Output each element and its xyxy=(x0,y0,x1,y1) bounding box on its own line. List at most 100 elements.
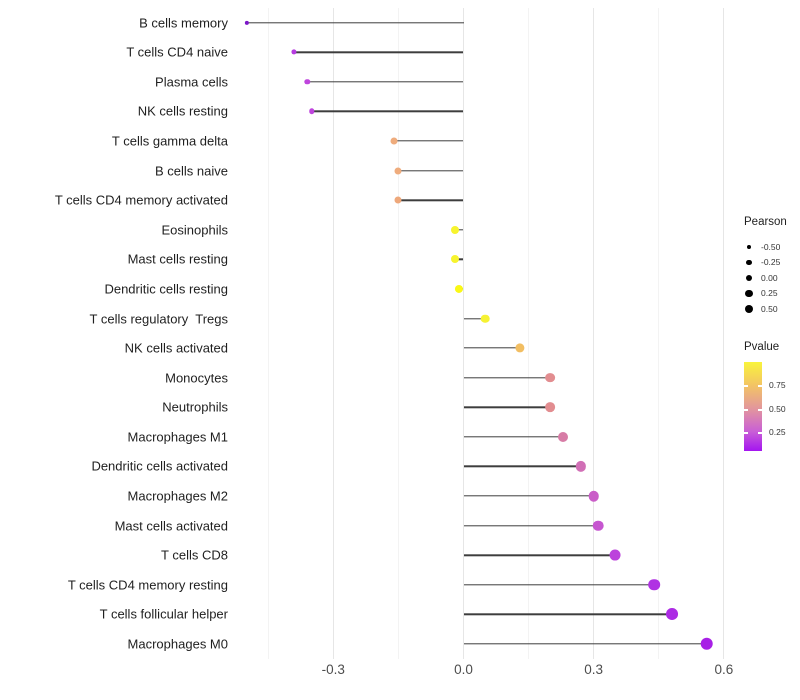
pearson-legend-item: -0.50 xyxy=(744,239,787,255)
category-label: Plasma cells xyxy=(155,74,228,90)
x-axis-tick-label: 0.0 xyxy=(454,662,473,677)
lollipop-stem xyxy=(463,554,616,556)
pearson-legend-title: Pearson xyxy=(744,216,787,228)
pearson-legend-label: -0.25 xyxy=(761,257,781,268)
category-label: Macrophages M2 xyxy=(127,488,228,504)
pearson-legend-label: 0.00 xyxy=(761,272,778,283)
pearson-legend-label: -0.50 xyxy=(761,241,781,252)
pearson-legend-dot xyxy=(744,289,754,297)
lollipop-dot xyxy=(515,343,525,353)
category-label: Macrophages M0 xyxy=(127,636,228,652)
pearson-legend-item: 0.00 xyxy=(744,270,787,286)
pvalue-color-legend: Pvalue 0.75 0.50 0.25 xyxy=(744,341,786,451)
pearson-size-legend: Pearson -0.50 -0.25 0.00 0.25 0.50 xyxy=(744,216,787,317)
lollipop-dot xyxy=(609,549,621,561)
pearson-legend-item: 0.25 xyxy=(744,286,787,302)
pvalue-tick-label: 0.75 xyxy=(769,380,786,390)
pvalue-legend-title: Pvalue xyxy=(744,341,780,353)
lollipop-dot xyxy=(308,108,315,115)
pearson-legend-dot xyxy=(744,244,754,249)
lollipop-stem xyxy=(463,524,599,527)
pvalue-gradient-wrap: 0.75 0.50 0.25 xyxy=(744,362,786,451)
x-axis-tick-label: 0.6 xyxy=(714,662,734,677)
lollipop-dot xyxy=(304,79,310,85)
pvalue-tick-label: 0.50 xyxy=(769,404,786,414)
category-label: T cells CD8 xyxy=(161,547,228,563)
category-label: Neutrophils xyxy=(162,399,228,415)
pvalue-tick-mark xyxy=(758,432,762,434)
pvalue-tick-mark xyxy=(744,409,748,411)
gridline-minor xyxy=(658,8,660,659)
gridline-minor xyxy=(397,8,399,659)
lollipop-dot xyxy=(390,137,398,145)
pearson-legend-items: -0.50 -0.25 0.00 0.25 0.50 xyxy=(744,239,787,317)
lollipop-stem xyxy=(463,406,551,408)
lollipop-dot xyxy=(244,20,249,25)
gridline-major xyxy=(723,8,725,659)
lollipop-dot xyxy=(700,637,713,651)
lollipop-stem xyxy=(246,21,464,24)
pvalue-tick-mark xyxy=(758,385,762,387)
lollipop-stem xyxy=(463,643,707,645)
category-label: Monocytes xyxy=(165,370,228,386)
lollipop-stem xyxy=(294,51,464,53)
pearson-legend-label: 0.50 xyxy=(761,303,778,314)
lollipop-dot xyxy=(648,578,661,591)
pearson-legend-label: 0.25 xyxy=(761,288,778,299)
gridline-minor xyxy=(528,8,530,659)
category-label: NK cells resting xyxy=(137,103,228,119)
lollipop-stem xyxy=(463,347,520,349)
lollipop-stem xyxy=(454,229,464,231)
category-label: NK cells activated xyxy=(124,340,228,356)
pvalue-tick-mark xyxy=(744,385,748,387)
category-label: Mast cells resting xyxy=(127,251,228,267)
lollipop-dot xyxy=(665,608,678,621)
lollipop-stem xyxy=(463,613,672,615)
pvalue-tick-label: 0.25 xyxy=(769,427,786,437)
lollipop-stem xyxy=(463,317,486,320)
lollipop-dot xyxy=(575,461,586,472)
pearson-legend-item: 0.50 xyxy=(744,301,787,317)
category-label: Dendritic cells activated xyxy=(91,458,228,474)
lollipop-stem xyxy=(463,376,551,379)
pearson-legend-item: -0.25 xyxy=(744,255,787,271)
lollipop-dot xyxy=(450,255,459,264)
lollipop-stem xyxy=(463,584,655,586)
lollipop-dot xyxy=(291,49,297,55)
lollipop-dot xyxy=(480,314,490,323)
pvalue-gradient-bar xyxy=(744,362,762,451)
lollipop-dot xyxy=(545,402,556,413)
lollipop-dot xyxy=(588,490,599,502)
lollipop-stem xyxy=(394,140,464,142)
lollipop-stem xyxy=(463,495,594,497)
lollipop-stem xyxy=(311,110,464,113)
category-label: Macrophages M1 xyxy=(127,429,228,445)
category-label: T cells regulatory Tregs xyxy=(89,311,228,326)
lollipop-stem xyxy=(463,465,581,468)
x-axis-tick-label: 0.3 xyxy=(584,662,604,677)
lollipop-dot xyxy=(394,167,402,175)
lollipop-dot xyxy=(592,520,604,531)
category-label: Eosinophils xyxy=(161,222,229,238)
category-label: T cells follicular helper xyxy=(99,606,228,622)
category-label: B cells memory xyxy=(139,15,228,31)
category-label: T cells gamma delta xyxy=(111,133,228,149)
gridline-minor xyxy=(267,8,269,659)
category-label: T cells CD4 memory activated xyxy=(54,192,228,208)
pvalue-tick-mark xyxy=(744,432,748,434)
lollipop-dot xyxy=(545,372,556,383)
category-label: Mast cells activated xyxy=(114,518,228,534)
gridline-major xyxy=(463,8,464,659)
lollipop-dot xyxy=(558,431,569,442)
gridline-major xyxy=(593,8,595,659)
pearson-legend-dot xyxy=(744,274,754,281)
lollipop-stem xyxy=(307,81,464,83)
pearson-legend-dot xyxy=(744,304,754,313)
x-axis-tick-label: -0.3 xyxy=(321,662,345,677)
gridline-major xyxy=(332,8,334,659)
lollipop-stem xyxy=(454,258,464,261)
category-label: B cells naive xyxy=(155,163,228,179)
lollipop-dot xyxy=(450,225,459,234)
lollipop-stem xyxy=(398,199,464,201)
